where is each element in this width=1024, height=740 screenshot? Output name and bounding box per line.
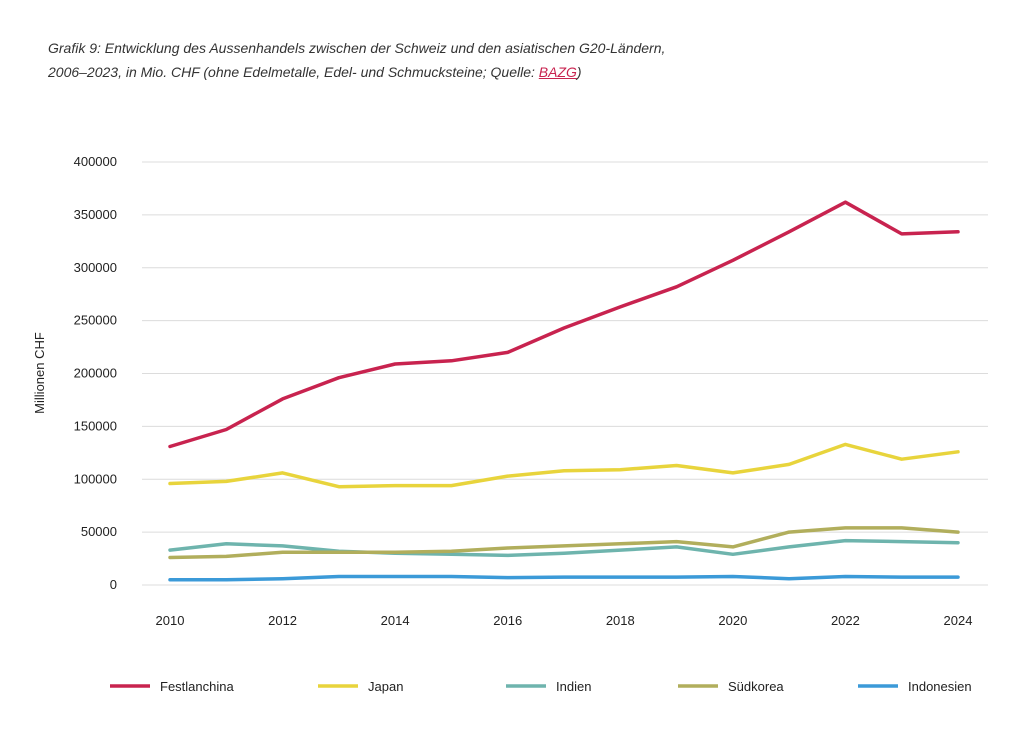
caption-line-2: 2006–2023, in Mio. CHF (ohne Edelmetalle… [48, 60, 688, 84]
x-tick-label: 2024 [944, 613, 973, 628]
legend-item-indonesien: Indonesien [858, 679, 972, 694]
series-line-festlanchina [168, 200, 960, 449]
gridlines [142, 161, 988, 586]
x-tick-label: 2014 [381, 613, 410, 628]
y-tick-label: 300000 [74, 260, 117, 275]
series-japan [168, 442, 960, 489]
legend-item-südkorea: Südkorea [678, 679, 784, 694]
legend-item-japan: Japan [318, 679, 403, 694]
y-tick-label: 0 [110, 577, 117, 592]
x-axis: 2010 2012 2014 2016 2018 2020 2022 2024 [156, 613, 973, 628]
legend: Festlanchina Japan Indien Südkorea Indonesie… [110, 679, 972, 694]
series-indonesien [168, 574, 960, 582]
series-lines [168, 200, 960, 582]
legend-item-festlanchina: Festlanchina [110, 679, 234, 694]
legend-label: Indonesien [908, 679, 972, 694]
y-tick-label: 400000 [74, 154, 117, 169]
y-tick-label: 150000 [74, 418, 117, 433]
y-tick-label: 250000 [74, 313, 117, 328]
x-tick-label: 2022 [831, 613, 860, 628]
series-festlanchina [168, 200, 960, 449]
series-südkorea [168, 526, 960, 560]
y-axis: 0 50000 100000 150000 200000 250000 300000 3500… [74, 154, 117, 592]
source-link-bazg[interactable]: BAZG [538, 64, 577, 80]
x-tick-label: 2012 [268, 613, 297, 628]
y-axis-label: Millionen CHF [32, 332, 47, 414]
legend-label: Japan [368, 679, 403, 694]
series-line-japan [168, 442, 960, 489]
caption-line-1: Grafik 9: Entwicklung des Aussenhandels … [48, 40, 666, 56]
x-tick-label: 2020 [718, 613, 747, 628]
legend-item-indien: Indien [506, 679, 591, 694]
y-tick-label: 100000 [74, 471, 117, 486]
x-tick-label: 2016 [493, 613, 522, 628]
x-tick-label: 2010 [156, 613, 185, 628]
legend-label: Südkorea [728, 679, 784, 694]
caption-line-2-end: ) [576, 64, 582, 80]
caption-line-2-text: 2006–2023, in Mio. CHF (ohne Edelmetalle… [48, 64, 539, 80]
x-tick-label: 2018 [606, 613, 635, 628]
y-tick-label: 50000 [81, 524, 117, 539]
y-tick-label: 200000 [74, 366, 117, 381]
legend-label: Indien [556, 679, 591, 694]
chart-caption: Grafik 9: Entwicklung des Aussenhandels … [48, 36, 688, 84]
legend-label: Festlanchina [160, 679, 234, 694]
y-tick-label: 350000 [74, 207, 117, 222]
